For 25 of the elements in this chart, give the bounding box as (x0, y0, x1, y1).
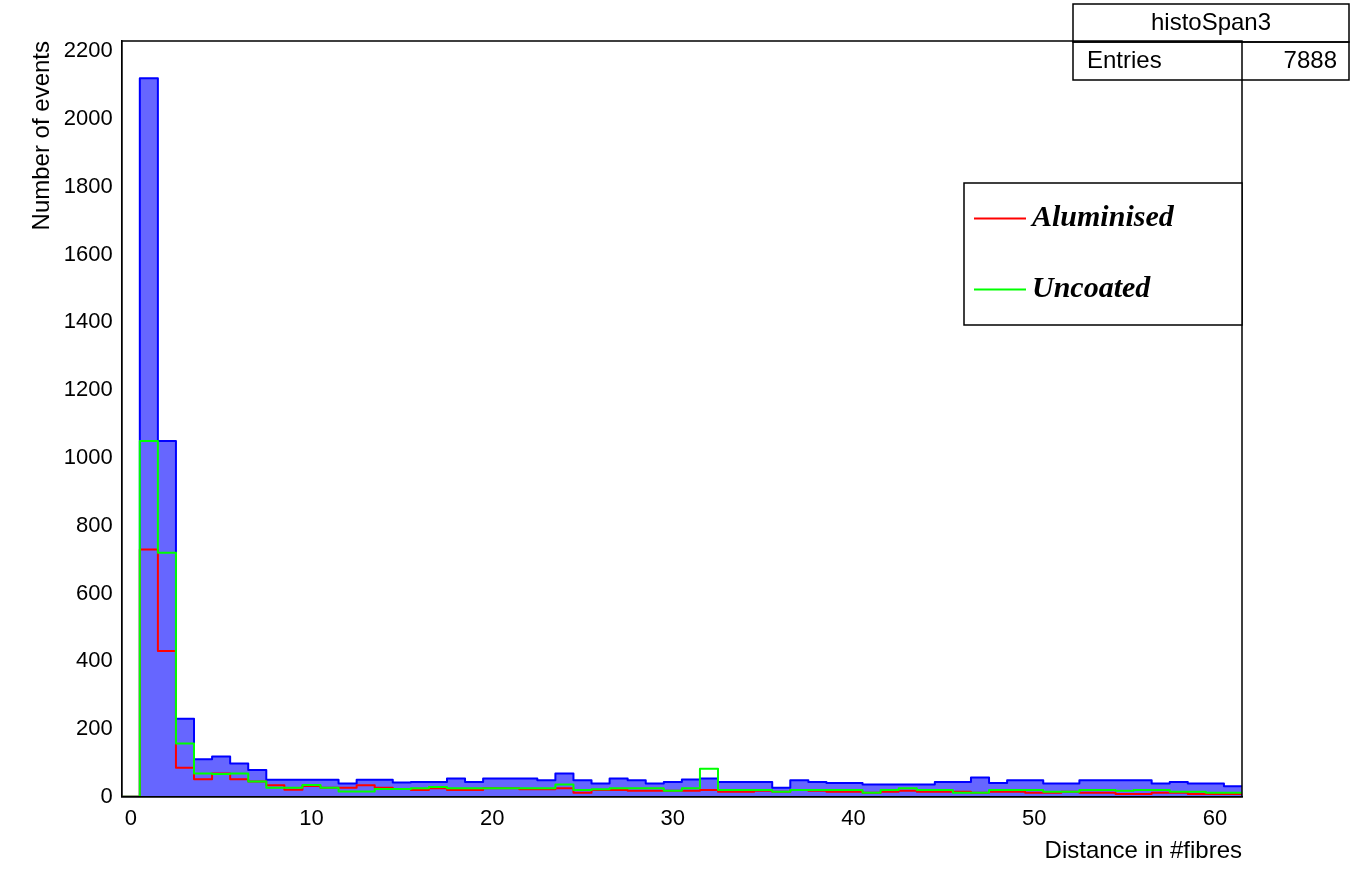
x-tick-label: 20 (479, 805, 505, 831)
y-axis-title: Number of events (27, 41, 55, 231)
x-tick-label: 40 (841, 805, 866, 831)
text: histoSpan3 (1150, 7, 1272, 35)
legend-label: Aluminised (1030, 199, 1175, 233)
y-tick-label: 1800 (63, 172, 113, 198)
x-axis-title: Distance in #fibres (1044, 836, 1242, 864)
y-tick-label: 400 (76, 647, 113, 673)
y-tick-label: 1400 (63, 308, 113, 334)
y-tick-label: 2000 (63, 105, 113, 131)
x-tick-label: 0 (124, 805, 137, 831)
x-tick-label: 30 (660, 805, 686, 831)
y-tick-label: 2200 (63, 37, 113, 63)
y-tick-label: 0 (100, 782, 113, 808)
x-tick-label: 50 (1021, 805, 1047, 831)
x-tick-label: 10 (299, 805, 324, 831)
y-tick-label: 1600 (63, 240, 113, 266)
legend-label: Uncoated (1032, 270, 1152, 304)
y-tick-label: 200 (76, 715, 113, 741)
y-tick-label: 1000 (63, 443, 113, 469)
y-tick-label: 1200 (63, 376, 113, 402)
y-tick-label: 800 (76, 511, 113, 537)
y-tick-label: 600 (76, 579, 113, 605)
x-tick-label: 60 (1202, 805, 1228, 831)
text: Entries 7888 (1087, 45, 1337, 73)
